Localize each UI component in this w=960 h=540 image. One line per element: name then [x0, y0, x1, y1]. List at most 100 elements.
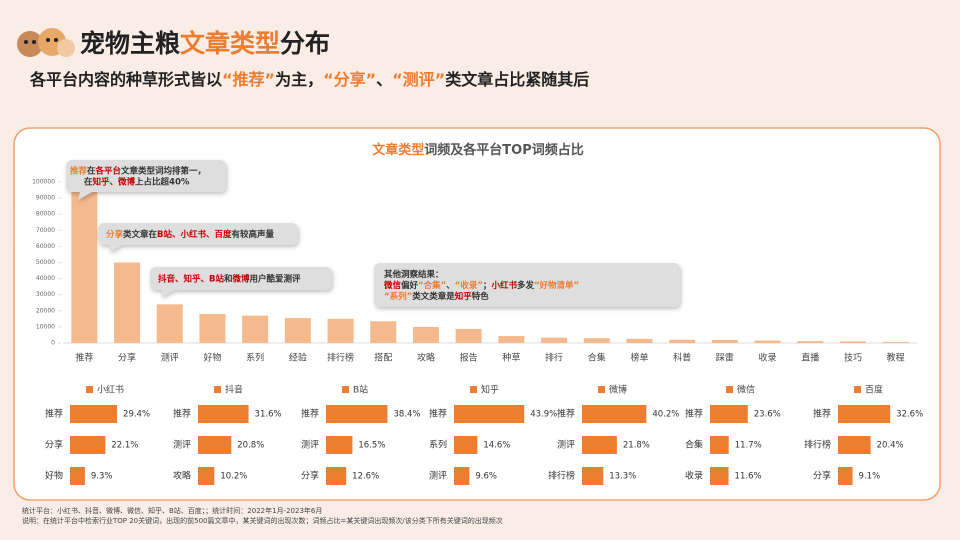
callout — [150, 267, 332, 297]
value-label: 32.6% — [896, 410, 923, 420]
text-segment: “系列” — [384, 291, 412, 302]
x-tick-label: 收录 — [759, 352, 777, 364]
value-label: 12.6% — [352, 472, 379, 482]
text-segment: 在 — [87, 165, 96, 176]
text-segment: 类文类章是 — [412, 291, 455, 302]
y-tick-label: 40000 — [36, 275, 55, 282]
legend-label: B站 — [353, 384, 368, 396]
value-label: 10.2% — [220, 472, 247, 482]
text-segment: 微信 — [383, 280, 402, 291]
x-tick-label: 报告 — [460, 352, 478, 364]
x-tick-label: 系列 — [246, 352, 264, 364]
value-label: 20.4% — [877, 441, 904, 451]
y-tick-label: 100000 — [32, 179, 55, 186]
rich-text: 宠物主粮文章类型分布 — [80, 29, 330, 58]
bar — [754, 340, 781, 343]
text-segment: 文章类型 — [180, 29, 280, 58]
bar — [838, 467, 853, 485]
rich-text: “系列”类文类章是知乎特色 — [384, 291, 489, 302]
legend-label: 抖音 — [225, 384, 243, 396]
x-tick-label: 经验 — [289, 352, 307, 364]
value-label: 38.4% — [393, 410, 420, 420]
bar — [838, 436, 871, 454]
value-label: 21.8% — [623, 441, 650, 451]
bar — [326, 436, 353, 454]
value-label: 23.6% — [754, 410, 781, 420]
bar — [669, 339, 696, 343]
bar — [327, 318, 354, 343]
value-label: 11.7% — [735, 441, 762, 451]
bar — [156, 304, 183, 343]
legend-swatch — [86, 386, 93, 393]
callout-box — [374, 263, 680, 307]
value-label: 31.6% — [255, 410, 282, 420]
category-label: 推荐 — [301, 408, 319, 420]
category-label: 排行榜 — [804, 439, 831, 451]
value-label: 29.4% — [123, 410, 150, 420]
category-label: 好物 — [45, 470, 63, 482]
bar — [198, 436, 232, 454]
bar — [114, 262, 141, 343]
y-tick-label: 0 — [51, 340, 55, 347]
bar — [70, 467, 85, 485]
y-tick-label: 10000 — [36, 323, 55, 330]
text-segment: 、 — [376, 70, 392, 89]
bar — [198, 467, 215, 485]
footnote: 统计平台：小红书、抖音、微博、微信、知乎、B站、百度；；统计时间：2022年1月… — [22, 506, 322, 515]
text-segment: 文章类型词均排第一， — [121, 165, 206, 176]
callout-box — [66, 160, 226, 192]
text-segment: 知乎、微博 — [93, 176, 136, 187]
bar — [541, 337, 568, 343]
category-label: 推荐 — [813, 408, 831, 420]
category-label: 系列 — [429, 439, 447, 451]
category-label: 测评 — [301, 440, 319, 451]
legend-swatch — [342, 386, 349, 393]
legend-label: 知乎 — [481, 384, 499, 396]
category-label: 测评 — [557, 440, 575, 451]
value-label: 16.5% — [358, 441, 385, 451]
category-label: 分享 — [301, 470, 319, 482]
category-label: 分享 — [45, 439, 63, 451]
legend-label: 百度 — [865, 384, 883, 396]
category-label: 测评 — [173, 440, 191, 451]
rich-text: 其他洞察结果： — [384, 269, 444, 280]
text-segment: 知乎 — [455, 291, 473, 302]
value-label: 9.3% — [91, 472, 113, 482]
y-tick-label: 80000 — [36, 211, 55, 218]
text-segment: 偏好 — [401, 280, 419, 291]
legend-swatch — [726, 386, 733, 393]
y-tick-label: 20000 — [36, 307, 55, 314]
callout-tail — [78, 192, 92, 200]
text-segment: “好物清单” — [534, 280, 579, 291]
text-segment: 分享 — [106, 229, 124, 240]
legend-swatch — [470, 386, 477, 393]
legend-label: 微信 — [737, 384, 755, 396]
rich-text: 推荐在各平台文章类型词均排第一， — [70, 165, 206, 176]
y-tick-label: 70000 — [36, 227, 55, 234]
bar — [370, 321, 397, 343]
category-label: 收录 — [685, 470, 703, 482]
text-segment: 推荐 — [70, 165, 88, 176]
y-tick-label: 90000 — [36, 195, 55, 202]
text-segment: 小红书 — [490, 280, 517, 291]
text-segment: 文章类型 — [372, 142, 424, 158]
callout — [374, 263, 680, 307]
value-label: 9.6% — [475, 472, 497, 482]
rich-text: 各平台内容的种草形式皆以“推荐”为主，“分享”、“测评”类文章占比紧随其后 — [29, 70, 589, 89]
bar — [326, 405, 388, 423]
value-label: 11.6% — [735, 472, 762, 482]
bar — [797, 341, 824, 343]
x-tick-label: 攻略 — [417, 352, 435, 364]
x-tick-label: 分享 — [118, 352, 136, 364]
value-label: 43.9% — [530, 410, 557, 420]
category-label: 推荐 — [45, 408, 63, 420]
bar — [498, 336, 525, 343]
callout — [98, 223, 298, 252]
bar — [582, 436, 617, 454]
text-segment: 各平台 — [95, 165, 122, 176]
x-tick-label: 教程 — [887, 352, 905, 364]
text-segment: 词频及各平台TOP词频占比 — [424, 142, 583, 158]
text-segment: 分布 — [280, 29, 330, 58]
text-segment: “合集” — [418, 280, 446, 291]
